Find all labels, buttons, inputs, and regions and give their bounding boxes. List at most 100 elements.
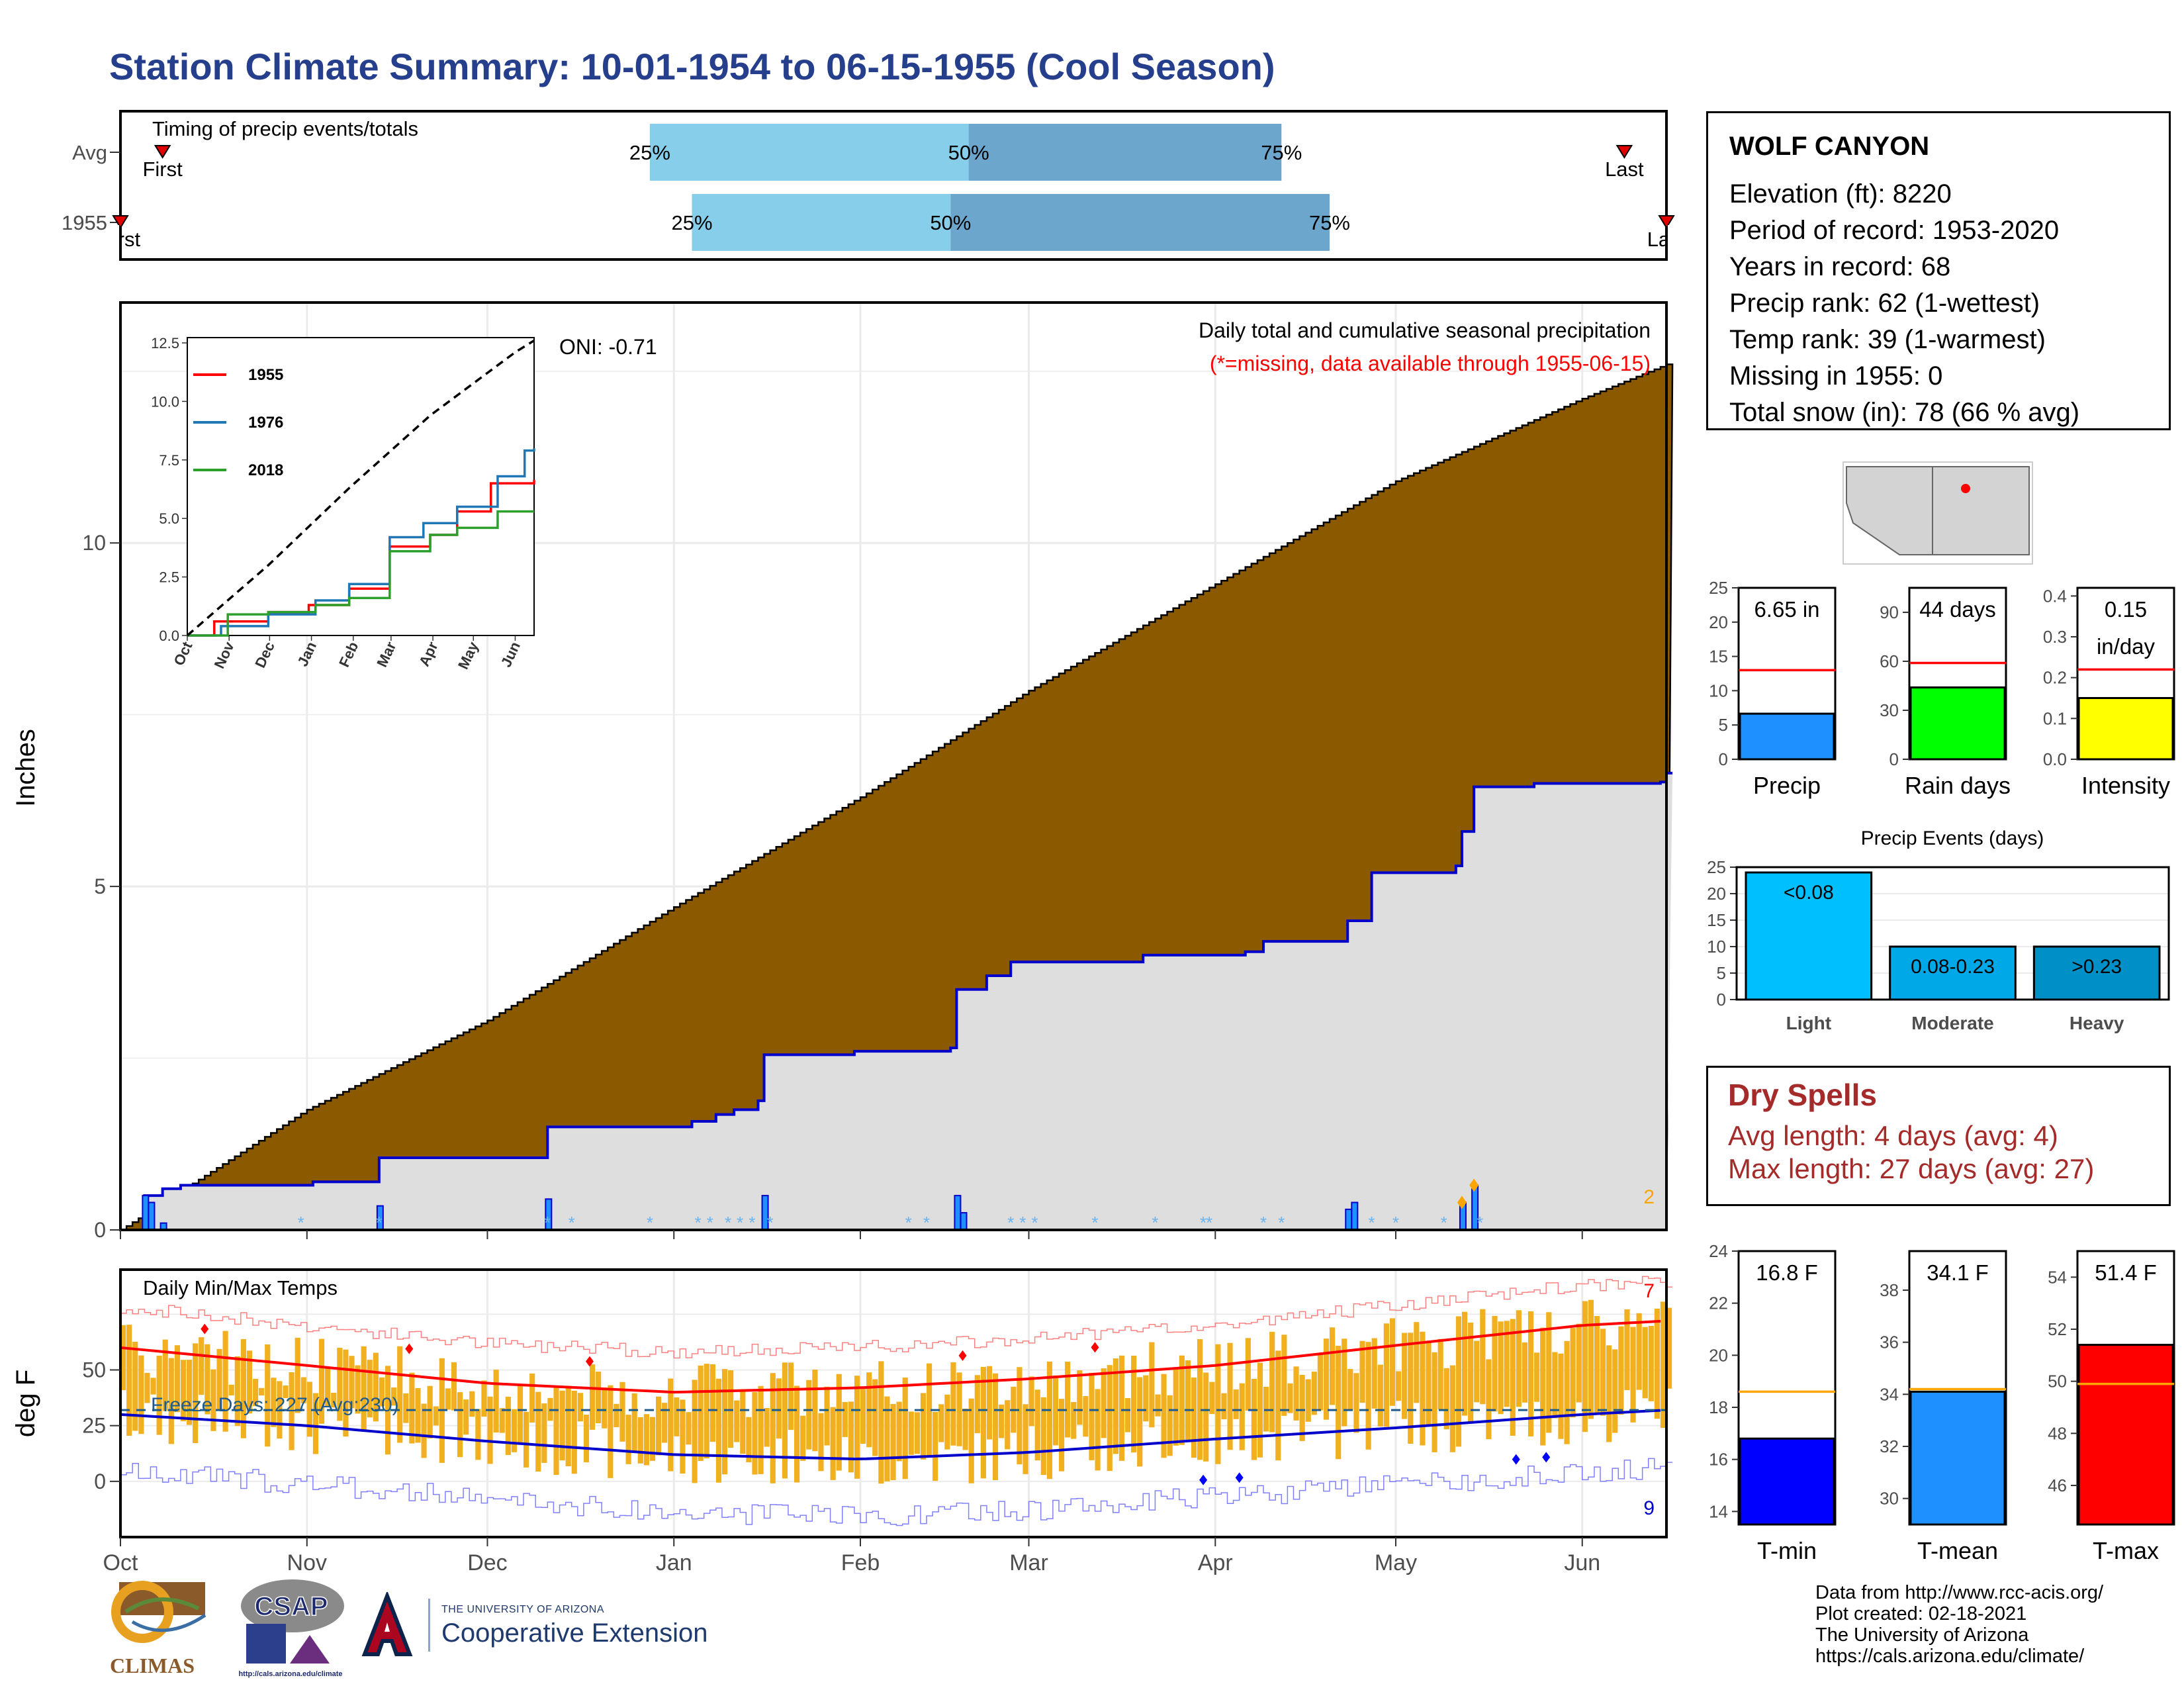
daily-temp-bar bbox=[908, 1411, 914, 1455]
daily-temp-bar bbox=[1342, 1338, 1347, 1427]
credit-line: The University of Arizona bbox=[1815, 1624, 2029, 1646]
precip-total-y-tick-label: 10 bbox=[1709, 680, 1728, 700]
daily-temp-bar bbox=[1606, 1345, 1612, 1442]
daily-temp-bar bbox=[1383, 1323, 1389, 1427]
daily-temp-bar bbox=[1251, 1378, 1257, 1460]
daily-temp-bar bbox=[1588, 1299, 1594, 1419]
record-high-marker bbox=[405, 1343, 414, 1354]
daily-temp-bar bbox=[625, 1415, 631, 1464]
daily-temp-bar bbox=[1028, 1376, 1034, 1427]
daily-temp-bar bbox=[144, 1373, 150, 1403]
daily-temp-bar bbox=[306, 1382, 312, 1437]
tmean-value-label: 34.1 F bbox=[1927, 1260, 1989, 1285]
tmax-value-label: 51.4 F bbox=[2095, 1260, 2157, 1285]
oni-value: ONI: -0.71 bbox=[559, 335, 657, 359]
daily-temp-bar bbox=[933, 1411, 938, 1481]
daily-temp-bar bbox=[1516, 1310, 1522, 1407]
daily-temp-bar bbox=[228, 1384, 234, 1396]
month-axis-label: Jan bbox=[656, 1550, 692, 1575]
daily-temp-bar bbox=[1203, 1372, 1209, 1462]
tmax-y-tick-label: 52 bbox=[2048, 1319, 2067, 1339]
timing-row-label: Avg bbox=[72, 141, 107, 164]
daily-temp-bar bbox=[746, 1417, 752, 1463]
timing-title: Timing of precip events/totals bbox=[152, 117, 418, 140]
snow-day-marker: * bbox=[544, 1213, 551, 1233]
precip-total-bar bbox=[1739, 712, 1835, 761]
daily-temp-bar bbox=[836, 1374, 842, 1471]
ua-logo-small-text: THE UNIVERSITY OF ARIZONA bbox=[441, 1604, 605, 1615]
tmean-y-tick-label: 30 bbox=[1880, 1489, 1899, 1509]
inset-y-tick-label: 7.5 bbox=[159, 452, 179, 469]
daily-temp-bar bbox=[535, 1391, 541, 1472]
tmax-y-tick-label: 48 bbox=[2048, 1423, 2067, 1443]
timing-row-label: 1955 bbox=[62, 211, 107, 234]
snow-day-marker: * bbox=[1278, 1213, 1285, 1233]
daily-temp-bar bbox=[415, 1387, 421, 1443]
inset-average-line bbox=[186, 339, 535, 637]
daily-temp-bar bbox=[589, 1364, 596, 1430]
month-axis-label: Dec bbox=[467, 1550, 507, 1575]
daily-temp-bar bbox=[974, 1375, 980, 1434]
precip-y-tick-label: 0 bbox=[94, 1218, 106, 1242]
month-axis-label: Feb bbox=[841, 1550, 880, 1575]
intensity-y-tick-label: 0.4 bbox=[2043, 586, 2067, 606]
temp-panel-title: Daily Min/Max Temps bbox=[143, 1276, 338, 1299]
precip-events-bar bbox=[2032, 945, 2161, 1001]
daily-temp-bar bbox=[265, 1344, 271, 1447]
daily-temp-bar bbox=[481, 1380, 487, 1417]
intensity-y-tick-label: 0.0 bbox=[2043, 749, 2067, 769]
snow-day-marker: * bbox=[1152, 1213, 1158, 1233]
daily-temp-bar bbox=[469, 1391, 475, 1417]
daily-temp-bar bbox=[385, 1366, 391, 1455]
credit-line: https://cals.arizona.edu/climate/ bbox=[1815, 1646, 2085, 1667]
month-axis-label: Apr bbox=[1198, 1550, 1233, 1575]
tmin-y-tick-label: 22 bbox=[1709, 1293, 1728, 1313]
daily-temp-bar bbox=[1058, 1399, 1065, 1472]
daily-temp-bar bbox=[686, 1412, 692, 1445]
daily-temp-bar bbox=[271, 1378, 277, 1427]
daily-temp-bar bbox=[559, 1390, 565, 1461]
daily-temp-bar bbox=[343, 1349, 349, 1437]
daily-temp-bar bbox=[1089, 1372, 1095, 1460]
daily-temp-bar bbox=[794, 1385, 800, 1483]
daily-temp-bar bbox=[409, 1372, 415, 1444]
daily-temp-bar bbox=[421, 1403, 427, 1458]
daily-temp-bar bbox=[1594, 1315, 1600, 1413]
first-event-label: First bbox=[142, 158, 183, 181]
daily-temp-bar bbox=[391, 1387, 397, 1406]
credit-line: Data from http://www.rcc-acis.org/ bbox=[1815, 1582, 2104, 1603]
month-axis-label: Nov bbox=[287, 1550, 327, 1575]
daily-temp-bar bbox=[1191, 1377, 1197, 1458]
intensity-bar bbox=[2077, 697, 2174, 761]
daily-precip-bar bbox=[1351, 1201, 1359, 1231]
daily-temp-bar bbox=[1113, 1358, 1118, 1454]
daily-temp-bar bbox=[325, 1368, 331, 1407]
record-high-marker bbox=[1091, 1342, 1099, 1353]
tmin-bar bbox=[1739, 1437, 1835, 1526]
precip-events-category-label: Moderate bbox=[1911, 1013, 1993, 1033]
snow-day-marker: * bbox=[1091, 1213, 1098, 1233]
temp-y-tick-label: 50 bbox=[82, 1358, 106, 1382]
inset-y-tick-label: 10.0 bbox=[151, 393, 179, 410]
daily-temp-bar bbox=[571, 1390, 577, 1474]
rain-days-value-label: 44 days bbox=[1919, 597, 1996, 622]
daily-temp-bar bbox=[318, 1338, 325, 1424]
record-low-marker bbox=[1542, 1452, 1551, 1463]
month-axis-label: Mar bbox=[1009, 1550, 1048, 1575]
daily-temp-bar bbox=[1124, 1398, 1131, 1432]
tmin-y-tick-label: 16 bbox=[1709, 1450, 1728, 1470]
precip-events-y-tick-label: 25 bbox=[1707, 857, 1726, 877]
daily-temp-bar bbox=[1498, 1321, 1504, 1415]
daily-temp-bar bbox=[1408, 1333, 1414, 1444]
daily-temp-bar bbox=[1173, 1368, 1179, 1446]
daily-temp-bar bbox=[445, 1388, 451, 1410]
daily-temp-bar bbox=[1642, 1327, 1648, 1399]
climas-logo-text: CLIMAS bbox=[110, 1654, 195, 1677]
daily-temp-bar bbox=[1239, 1383, 1245, 1450]
inset-legend-label: 1955 bbox=[248, 366, 283, 384]
precip-events-y-tick-label: 15 bbox=[1707, 910, 1726, 930]
daily-temp-bar bbox=[680, 1399, 686, 1474]
daily-temp-bar bbox=[1046, 1361, 1052, 1479]
page-title: Station Climate Summary: 10-01-1954 to 0… bbox=[109, 46, 1275, 87]
daily-temp-bar bbox=[1317, 1352, 1323, 1411]
